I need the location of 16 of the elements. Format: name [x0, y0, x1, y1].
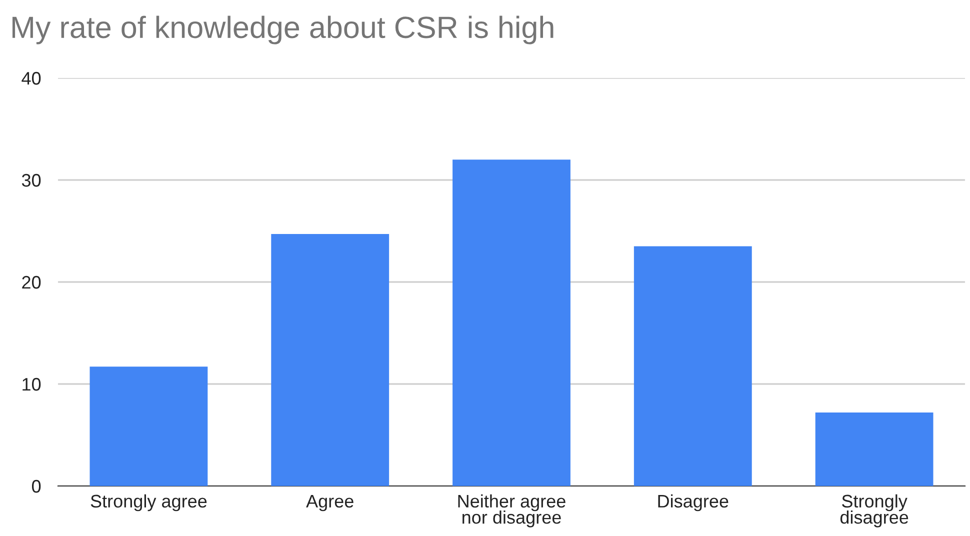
- y-tick-label: 20: [22, 276, 41, 289]
- chart-title: My rate of knowledge about CSR is high: [12, 16, 554, 44]
- bar: [634, 246, 752, 486]
- x-tick-label: Strongly agree: [90, 494, 207, 512]
- bar: [271, 234, 390, 486]
- y-tick-label: 0: [32, 480, 41, 493]
- x-tick-label: Strongly disagree: [840, 494, 908, 528]
- y-tick-label: 30: [22, 174, 41, 187]
- x-tick-label: Disagree: [658, 494, 728, 512]
- y-tick-label: 10: [22, 378, 41, 391]
- bar: [815, 412, 934, 486]
- bar: [452, 160, 570, 486]
- y-tick-label: 40: [22, 72, 41, 85]
- x-tick-label: Agree: [306, 494, 354, 512]
- bar: [90, 366, 208, 486]
- x-tick-label: Neither agree nor disagree: [458, 494, 566, 528]
